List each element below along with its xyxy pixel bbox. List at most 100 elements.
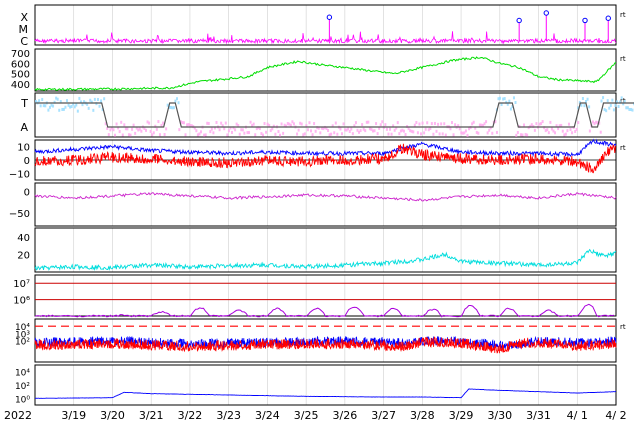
flare-marker [516,17,522,24]
direction-dot [541,120,544,124]
kp-line [35,388,616,399]
direction-dot [561,129,564,133]
direction-dot [424,127,427,131]
kp-series: 10⁴ 10² 10⁰ [15,369,616,405]
direction-dot [300,122,303,126]
direction-dot [243,131,246,135]
direction-dot [238,132,241,136]
x-tick-label: 3/25 [294,409,319,422]
direction-dot [137,128,140,132]
direction-dot [101,108,104,112]
direction-dot [310,129,313,133]
flare-marker [326,14,333,20]
direction-dot [348,130,351,134]
direction-dot [177,101,180,105]
tick-label: 600 [11,59,30,70]
direction-dot [571,131,574,135]
direction-dot [608,106,611,110]
direction-dot [131,127,134,131]
tick-label: 40 [17,233,30,244]
direction-dot [78,96,81,100]
direction-dot [232,126,235,130]
direction-dot [204,133,207,137]
direction-dot [483,122,486,126]
direction-dot [134,131,137,135]
direction-dot [280,122,283,126]
direction-dot [265,130,268,134]
direction-dot [89,98,92,102]
x-tick-label: 3/27 [371,409,396,422]
direction-dot [552,129,555,133]
direction-dot [464,129,467,133]
direction-dot [508,99,511,103]
direction-dot [362,127,365,131]
electron-series: 10⁷ 10⁶ [13,279,616,318]
direction-dot [302,133,305,137]
direction-dot [407,127,410,131]
direction-dot [117,126,120,130]
direction-dot [543,126,546,130]
direction-dot [87,106,90,110]
direction-dot [263,122,266,126]
direction-dot [165,127,168,131]
direction-dot [249,120,252,124]
direction-dot [59,100,62,104]
tick-label: 700 [11,49,30,60]
direction-dot [152,131,155,135]
x-tick-label: 3/28 [410,409,435,422]
direction-dot [257,126,260,130]
direction-dot [268,123,271,127]
x-tick-label: 3/23 [216,409,241,422]
direction-dot [629,107,632,111]
direction-dot [75,103,78,107]
direction-dot [154,124,157,128]
direction-dot [308,121,311,125]
direction-dot [375,122,378,126]
x-tick-label: 4/ 2 [605,409,626,422]
direction-dot [120,120,123,124]
direction-dot [168,106,171,110]
direction-dot [53,100,56,104]
tick-label: T [20,97,28,110]
direction-dot [200,130,203,134]
direction-dot [370,127,373,131]
direction-dot [429,127,432,131]
direction-dot [583,104,586,108]
direction-dot [106,126,109,130]
tick-label: A [20,121,28,134]
direction-dot [240,128,243,132]
tick-label: −50 [9,209,30,220]
flare-marker [605,15,611,21]
direction-dot [519,133,522,137]
tick-label: 500 [11,70,30,81]
direction-dot [123,123,126,127]
bz-bt-series: 10 0 −10 rt [9,138,626,180]
direction-dot [399,129,402,133]
direction-dot [600,99,603,103]
direction-dot [187,123,190,127]
direction-dot [622,102,625,106]
direction-dot [381,120,384,124]
direction-dot [285,124,288,128]
direction-dot [611,98,614,102]
direction-dot [364,129,367,133]
x-tick-label: 3/31 [526,409,551,422]
direction-dot [218,128,221,132]
direction-dot [516,131,519,135]
direction-dot [336,132,339,136]
direction-dot [506,102,509,106]
direction-dot [316,126,319,130]
direction-dot [70,105,73,109]
direction-dot [73,105,76,109]
direction-dot [340,132,343,136]
direction-dot [207,122,210,126]
direction-dot [246,131,249,135]
direction-dot [384,123,387,127]
direction-dot [494,120,497,124]
flare-marker [582,17,588,24]
direction-dot [481,124,484,128]
direction-dot [392,124,395,128]
direction-dot [625,106,628,110]
direction-dot [149,129,152,133]
